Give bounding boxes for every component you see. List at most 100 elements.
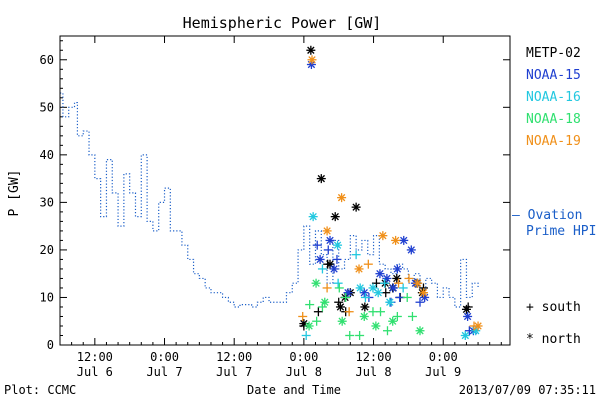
x-tick-label-date: Jul 6 (77, 365, 113, 379)
south-marker (380, 278, 390, 288)
south-marker (334, 283, 344, 293)
south-marker (355, 330, 365, 340)
north-marker (335, 302, 345, 312)
south-marker (368, 307, 378, 317)
north-marker (461, 304, 471, 314)
south-marker (394, 278, 404, 288)
legend-ovation-line1: — Ovation (512, 208, 582, 223)
north-marker (382, 273, 392, 283)
north-marker (406, 245, 416, 255)
legend-north-marker: * north (526, 332, 581, 347)
north-marker (308, 212, 318, 222)
south-marker (398, 283, 408, 293)
legend-south-marker: + south (526, 300, 581, 315)
south-marker (332, 254, 342, 264)
south-marker (402, 292, 412, 302)
south-marker (345, 330, 355, 340)
north-marker (385, 297, 395, 307)
x-tick-label-date: Jul 8 (355, 365, 391, 379)
x-tick-label-time: 0:00 (150, 350, 179, 364)
north-marker (316, 174, 326, 184)
ovation-prime-hpi-line (60, 92, 479, 308)
south-marker (312, 240, 322, 250)
south-marker (381, 288, 391, 298)
north-marker (375, 269, 385, 279)
y-tick-label: 30 (40, 195, 54, 209)
y-tick-label: 20 (40, 243, 54, 257)
x-axis-label: Date and Time (247, 383, 341, 397)
south-marker (301, 330, 311, 340)
north-marker (373, 288, 383, 298)
plot-frame (59, 35, 511, 346)
north-marker (315, 254, 325, 264)
north-marker (392, 264, 402, 274)
north-marker (371, 321, 381, 331)
y-tick-label: 0 (47, 338, 54, 352)
south-marker (333, 278, 343, 288)
legend-ovation-line2: Prime HPI (526, 224, 596, 239)
north-marker (322, 226, 332, 236)
north-marker (343, 288, 353, 298)
legend-satellite-noaa-18: NOAA-18 (526, 112, 581, 127)
north-marker (304, 321, 314, 331)
north-marker (329, 264, 339, 274)
south-marker (351, 250, 361, 260)
north-marker (320, 297, 330, 307)
north-marker (463, 311, 473, 321)
y-tick-label: 40 (40, 148, 54, 162)
north-marker (333, 240, 343, 250)
x-tick-label-date: Jul 7 (146, 365, 182, 379)
legend: METP-02 NOAA-15 NOAA-16 NOAA-18 NOAA-19 … (512, 46, 596, 347)
north-marker (473, 321, 483, 331)
north-marker (418, 288, 428, 298)
x-tick-label-time: 12:00 (355, 350, 391, 364)
south-marker (317, 264, 327, 274)
south-marker (298, 311, 308, 321)
y-tick-label: 60 (40, 53, 54, 67)
x-tick-label-date: Jul 7 (216, 365, 252, 379)
north-marker (307, 55, 317, 65)
north-marker (337, 193, 347, 203)
south-marker (395, 292, 405, 302)
x-tick-label-time: 0:00 (429, 350, 458, 364)
x-tick-label-date: Jul 8 (286, 365, 322, 379)
x-tick-label-time: 0:00 (289, 350, 318, 364)
north-marker (351, 202, 361, 212)
south-marker (382, 326, 392, 336)
north-marker (355, 283, 365, 293)
south-marker (322, 283, 332, 293)
x-tick-label-date: Jul 9 (425, 365, 461, 379)
legend-satellite-metp-02: METP-02 (526, 46, 581, 61)
south-marker (363, 259, 373, 269)
north-marker (359, 311, 369, 321)
south-marker (323, 245, 333, 255)
south-marker (360, 292, 370, 302)
chart-title: Hemispheric Power [GW] (183, 14, 382, 32)
north-marker (311, 278, 321, 288)
south-marker (376, 307, 386, 317)
legend-satellite-noaa-16: NOAA-16 (526, 90, 581, 105)
south-marker (392, 311, 402, 321)
north-marker (360, 302, 370, 312)
north-marker (460, 330, 470, 340)
south-marker (404, 273, 414, 283)
legend-satellite-noaa-15: NOAA-15 (526, 68, 581, 83)
y-tick-label: 10 (40, 290, 54, 304)
south-marker (407, 311, 417, 321)
y-tick-label: 50 (40, 100, 54, 114)
south-marker (312, 316, 322, 326)
x-tick-label-time: 12:00 (77, 350, 113, 364)
north-marker (388, 316, 398, 326)
north-marker (378, 231, 388, 241)
north-marker (354, 264, 364, 274)
north-marker (415, 326, 425, 336)
y-axis-label: P [GW] (7, 170, 22, 217)
north-marker (325, 235, 335, 245)
north-marker (337, 316, 347, 326)
x-tick-label-time: 12:00 (216, 350, 252, 364)
south-marker (344, 307, 354, 317)
south-marker (313, 307, 323, 317)
south-marker (341, 292, 351, 302)
plot-timestamp: 2013/07/09 07:35:11 (459, 383, 596, 397)
